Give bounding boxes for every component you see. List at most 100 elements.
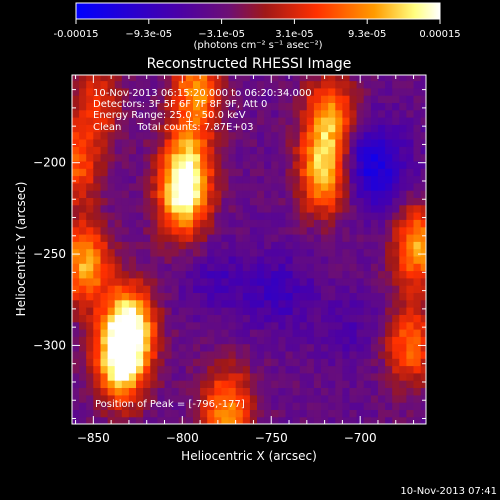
heatmap-cell — [207, 102, 215, 111]
heatmap-cell — [178, 102, 187, 111]
heatmap-cell — [178, 146, 187, 155]
heatmap-cell — [413, 336, 422, 345]
heatmap-cell — [200, 263, 208, 272]
heatmap-cell — [193, 350, 201, 359]
heatmap-cell — [185, 168, 194, 177]
heatmap-cell — [399, 146, 407, 155]
heatmap-cell — [306, 292, 315, 301]
heatmap-cell — [370, 131, 379, 140]
heatmap-cell — [150, 372, 158, 381]
heatmap-cell — [328, 336, 336, 345]
heatmap-cell — [349, 102, 358, 111]
heatmap-cell — [292, 409, 301, 418]
heatmap-cell — [242, 263, 251, 272]
heatmap-cell — [328, 109, 336, 118]
heatmap-cell — [413, 219, 422, 228]
heatmap-cell — [257, 416, 265, 424]
heatmap-cell — [86, 139, 94, 147]
heatmap-cell — [413, 416, 422, 424]
colorbar-unit-label: (photons cm⁻² s⁻¹ asec⁻²) — [193, 40, 322, 51]
heatmap-cell — [313, 292, 322, 301]
heatmap-cell — [214, 350, 222, 359]
heatmap-cell — [363, 248, 372, 257]
heatmap-cell — [143, 117, 151, 125]
heatmap-cell — [328, 87, 336, 96]
heatmap-cell — [136, 299, 144, 308]
heatmap-cell — [93, 270, 101, 279]
heatmap-cell — [356, 255, 365, 264]
heatmap-cell — [235, 343, 244, 352]
heatmap-cell — [413, 146, 422, 155]
heatmap-cell — [285, 307, 294, 315]
heatmap-cell — [207, 95, 215, 103]
heatmap-cell — [128, 409, 137, 418]
heatmap-cell — [128, 380, 137, 388]
heatmap-cell — [207, 307, 215, 315]
info-time-range: 10-Nov-2013 06:15:20.000 to 06:20:34.000 — [93, 88, 312, 99]
heatmap-cell — [406, 75, 415, 82]
heatmap-cell — [335, 139, 343, 147]
heatmap-cell — [193, 263, 201, 272]
x-tick-labels: −850 −800 −750 −700 — [77, 431, 377, 445]
heatmap-cell — [264, 409, 272, 418]
heatmap-cell — [143, 102, 151, 111]
heatmap-cell — [370, 234, 379, 242]
heatmap-cell — [79, 80, 87, 89]
heatmap-cell — [392, 80, 400, 89]
heatmap-cell — [242, 336, 251, 345]
heatmap-cell — [370, 270, 379, 279]
heatmap-cell — [413, 182, 422, 191]
heatmap-cell — [128, 270, 137, 279]
heatmap-cell — [363, 175, 372, 184]
heatmap-cell — [121, 343, 130, 352]
heatmap-cell — [321, 146, 329, 155]
heatmap-cell — [114, 241, 123, 250]
heatmap-cell — [385, 219, 393, 228]
heatmap-cell — [285, 80, 294, 89]
heatmap-cell — [93, 87, 101, 96]
heatmap-cell — [406, 277, 415, 286]
heatmap-cell — [420, 387, 426, 396]
heatmap-cell — [164, 117, 173, 125]
heatmap-cell — [100, 109, 109, 118]
heatmap-cell — [363, 336, 372, 345]
heatmap-cell — [235, 277, 244, 286]
heatmap-cell — [114, 160, 123, 169]
heatmap-cell — [278, 109, 287, 118]
heatmap-cell — [399, 241, 407, 250]
heatmap-cell — [207, 212, 215, 220]
heatmap-cell — [185, 190, 194, 198]
heatmap-cell — [121, 241, 130, 250]
heatmap-cell — [150, 350, 158, 359]
heatmap-cell — [292, 190, 301, 198]
heatmap-cell — [164, 387, 173, 396]
heatmap-cell — [200, 416, 208, 424]
heatmap-cell — [257, 153, 265, 162]
heatmap-cell — [143, 226, 151, 235]
heatmap-cell — [93, 285, 101, 293]
heatmap-cell — [178, 380, 187, 388]
heatmap-cell — [185, 255, 194, 264]
heatmap-cell — [79, 416, 87, 424]
heatmap-cell — [420, 117, 426, 125]
heatmap-cell — [264, 350, 272, 359]
heatmap-cell — [420, 285, 426, 293]
heatmap-cell — [420, 219, 426, 228]
heatmap-cell — [399, 204, 407, 213]
heatmap-cell — [200, 153, 208, 162]
heatmap-cell — [413, 197, 422, 206]
heatmap-cell — [378, 365, 386, 374]
heatmap-cell — [328, 80, 336, 89]
heatmap-cell — [313, 226, 322, 235]
heatmap-cell — [321, 241, 329, 250]
heatmap-cell — [399, 175, 407, 184]
heatmap-cell — [164, 153, 173, 162]
heatmap-cell — [335, 95, 343, 103]
heatmap-cell — [164, 255, 173, 264]
heatmap-cell — [363, 358, 372, 367]
heatmap-cell — [257, 168, 265, 177]
heatmap-cell — [114, 350, 123, 359]
heatmap-cell — [207, 416, 215, 424]
heatmap-cell — [193, 234, 201, 242]
heatmap-cell — [178, 212, 187, 220]
